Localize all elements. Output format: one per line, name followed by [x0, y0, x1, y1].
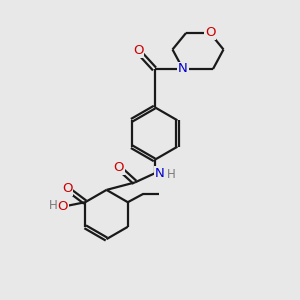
- Text: H: H: [48, 199, 57, 212]
- Text: O: O: [133, 44, 143, 58]
- Text: O: O: [205, 26, 215, 40]
- Text: N: N: [178, 62, 188, 76]
- Text: O: O: [57, 200, 68, 213]
- Text: O: O: [113, 161, 124, 174]
- Text: H: H: [167, 168, 176, 182]
- Text: N: N: [155, 167, 165, 180]
- Text: O: O: [62, 182, 72, 195]
